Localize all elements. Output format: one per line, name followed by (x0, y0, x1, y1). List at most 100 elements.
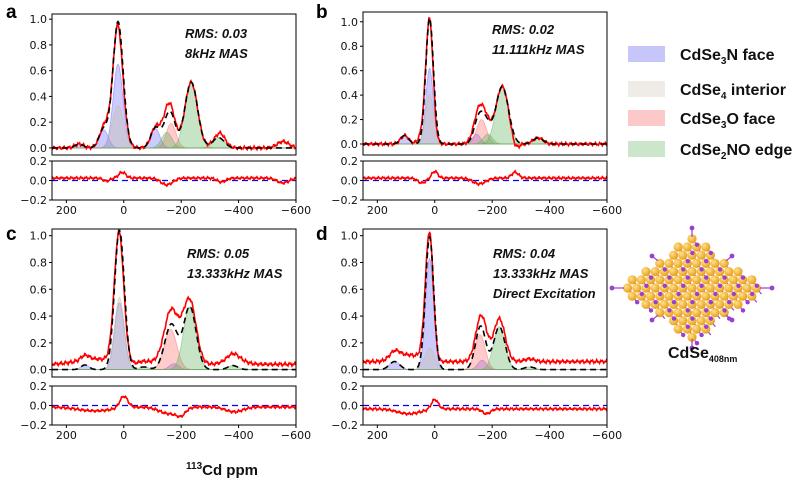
y-tick-label: 0.4 (341, 89, 359, 102)
residual-y-tick-label: −0.2 (20, 194, 47, 207)
y-tick-label: 0.0 (30, 364, 48, 377)
ligand-atom (635, 300, 640, 305)
ligand-atom (685, 259, 690, 264)
panel-annotation: 13.333kHz MAS (187, 266, 283, 281)
ligand-atom (704, 259, 709, 264)
cd-atom (687, 283, 697, 293)
experimental-spectrum (52, 229, 296, 368)
cd-atom (669, 267, 679, 277)
x-tick-label: 0 (120, 204, 127, 217)
cd-atom (659, 299, 670, 309)
panel-annotation: 8kHz MAS (185, 46, 248, 61)
ligand-atom (717, 283, 723, 288)
panel-annotation: 13.333kHz MAS (493, 266, 589, 281)
cd-atom (692, 258, 702, 268)
y-tick-label: 0.8 (341, 256, 359, 269)
cd-atom (673, 242, 683, 252)
cd-atom (724, 267, 734, 277)
cd-atom (682, 242, 693, 252)
panel-b: 0.0 0.2 0.4 0.6 0.8 1.0 −0.2 0.0 0.2 200 0 −200 −400… (316, 2, 622, 217)
y-tick-label: 0.2 (30, 116, 48, 129)
panel-annotation: RMS: 0.03 (185, 26, 248, 41)
cd-atom (692, 324, 702, 334)
residual-y-tick-label: 0.0 (341, 400, 359, 413)
legend-item-cdse2no-edge: CdSe2NO edge (628, 141, 792, 162)
fit-spectrum (52, 229, 296, 371)
cd-atom (669, 250, 679, 260)
y-tick-label: 0.8 (30, 39, 48, 52)
y-tick-label: 0.0 (341, 138, 359, 151)
ligand-atom (769, 285, 775, 291)
ligand-atom (704, 275, 709, 280)
ligand-atom (722, 308, 727, 313)
ligand-atom (648, 275, 654, 280)
legend-swatch (628, 141, 665, 157)
ligand-atom (685, 308, 690, 313)
plot-area (52, 229, 296, 371)
panel-annotation: Direct Excitation (493, 286, 596, 301)
panel-annotation: RMS: 0.04 (493, 246, 556, 261)
residual-y-tick-label: −0.2 (20, 419, 47, 432)
ligand-atom (750, 291, 755, 297)
legend-item-cdse4-interior: CdSe4 interior (628, 81, 786, 102)
cd-atom (655, 275, 665, 285)
cd-atom (678, 299, 688, 309)
ligand-atom (681, 283, 686, 288)
cd-atom (650, 267, 660, 277)
panel-d: 0.0 0.2 0.4 0.6 0.8 1.0 −0.2 0.0 0.2 200 0 −200 −400… (316, 224, 622, 442)
ligand-atom (690, 300, 695, 305)
cd-atom (710, 275, 720, 285)
ligand-atom (745, 300, 750, 305)
ligand-atom (658, 291, 663, 297)
ligand-atom (671, 300, 677, 305)
panel-label: c (6, 224, 17, 245)
residual-curve (51, 395, 297, 419)
cd-atom (627, 291, 637, 301)
ligand-atom (694, 341, 700, 346)
ligand-atom (727, 300, 732, 305)
x-tick-label: −200 (166, 429, 196, 442)
ligand-atom (708, 316, 713, 321)
cd-atom (673, 308, 683, 318)
main-axes-frame (362, 228, 608, 378)
x-tick-label: −400 (534, 204, 564, 217)
cd-atom (705, 283, 716, 293)
y-tick-label: 0.6 (30, 283, 48, 296)
cd-atom (664, 291, 674, 301)
ligand-atom (689, 225, 695, 231)
cd-atom (687, 234, 697, 244)
panel-annotation: RMS: 0.02 (492, 22, 555, 37)
y-tick-label: 0.2 (30, 337, 48, 350)
cd-atom (715, 299, 725, 309)
cd-atom (742, 283, 752, 293)
x-tick-label: 200 (367, 204, 388, 217)
cd-atom (733, 299, 743, 309)
y-tick-label: 0.4 (341, 310, 359, 323)
ligand-atom (740, 275, 746, 280)
cd-atom (701, 291, 711, 301)
ligand-atom (694, 291, 700, 297)
residual-y-tick-label: −0.2 (331, 194, 358, 207)
y-tick-label: 0.0 (341, 364, 359, 377)
ligand-atom (685, 324, 690, 329)
ligand-atom (699, 283, 704, 288)
x-tick-label: 0 (120, 429, 127, 442)
ligand-atom (690, 316, 695, 321)
ligand-atom (690, 250, 695, 256)
x-tick-label: 0 (431, 429, 438, 442)
legend-label: CdSe3N face (680, 47, 775, 67)
residual-y-tick-label: −0.2 (331, 419, 358, 432)
x-tick-label: 200 (56, 429, 77, 442)
x-tick-label: 0 (431, 204, 438, 217)
cd-atom (710, 308, 720, 318)
fit-spectrum (363, 235, 607, 371)
cd-atom (641, 267, 651, 277)
cd-atom (687, 332, 697, 342)
experimental-spectrum (363, 231, 607, 366)
x-tick-label: 200 (56, 204, 77, 217)
structure-label: CdSe408nm (668, 345, 737, 364)
cd-atom (696, 250, 706, 260)
cd-atom (692, 308, 702, 318)
legend-item-cdse3n-face: CdSe3N face (628, 46, 775, 67)
